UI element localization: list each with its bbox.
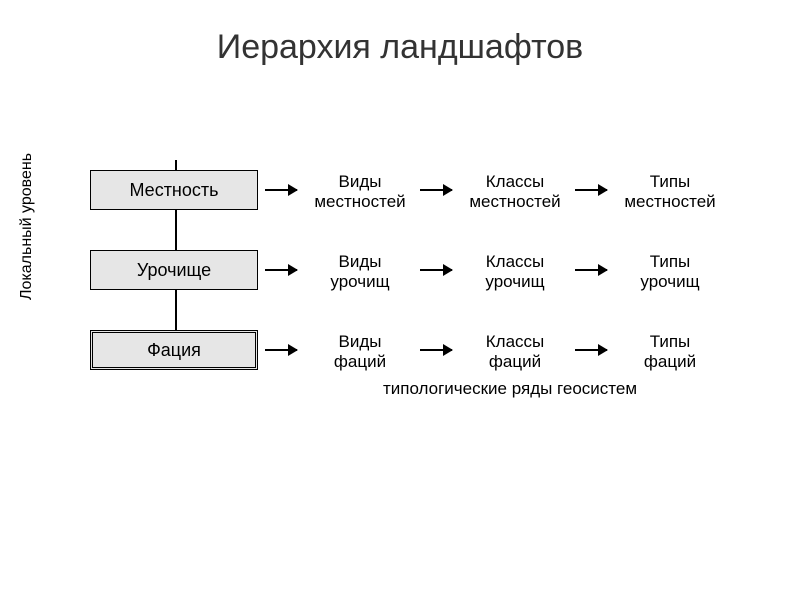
arrow (420, 269, 452, 271)
box-label: Фация (147, 340, 201, 361)
arrow (265, 189, 297, 191)
item-label: Видыурочищ (305, 252, 415, 291)
box-level-2: Урочище (90, 250, 258, 290)
arrow (265, 349, 297, 351)
vertical-axis-label: Локальный уровень (18, 153, 36, 300)
item-label: Видыместностей (305, 172, 415, 211)
arrow (575, 349, 607, 351)
item-label: Классыфаций (460, 332, 570, 371)
arrow (575, 189, 607, 191)
box-level-3: Фация (90, 330, 258, 370)
item-label: Классыместностей (460, 172, 570, 211)
item-label: Типыместностей (615, 172, 725, 211)
arrow (265, 269, 297, 271)
hierarchy-diagram: Локальный уровень Местность Видыместност… (30, 170, 770, 470)
item-label: Типыфаций (615, 332, 725, 371)
vline (175, 210, 177, 250)
arrow (420, 349, 452, 351)
box-label: Урочище (137, 260, 211, 281)
box-label: Местность (129, 180, 218, 201)
arrow (575, 269, 607, 271)
diagram-caption: типологические ряды геосистем (310, 379, 710, 399)
item-label: Видыфаций (305, 332, 415, 371)
arrow (420, 189, 452, 191)
item-label: Типыурочищ (615, 252, 725, 291)
vline (175, 290, 177, 330)
item-label: Классыурочищ (460, 252, 570, 291)
page-title: Иерархия ландшафтов (0, 0, 800, 67)
box-level-1: Местность (90, 170, 258, 210)
tick-top (175, 160, 177, 170)
